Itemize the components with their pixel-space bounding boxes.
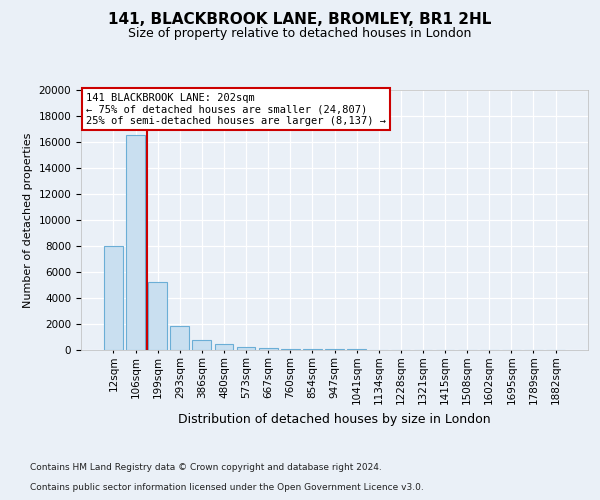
Bar bbox=[148, 282, 167, 350]
Bar bbox=[281, 348, 299, 350]
X-axis label: Distribution of detached houses by size in London: Distribution of detached houses by size … bbox=[178, 412, 491, 426]
Bar bbox=[215, 344, 233, 350]
Bar bbox=[193, 340, 211, 350]
Y-axis label: Number of detached properties: Number of detached properties bbox=[23, 132, 33, 308]
Text: Contains public sector information licensed under the Open Government Licence v3: Contains public sector information licen… bbox=[30, 484, 424, 492]
Bar bbox=[126, 136, 145, 350]
Bar bbox=[259, 348, 278, 350]
Text: 141 BLACKBROOK LANE: 202sqm
← 75% of detached houses are smaller (24,807)
25% of: 141 BLACKBROOK LANE: 202sqm ← 75% of det… bbox=[86, 92, 386, 126]
Text: 141, BLACKBROOK LANE, BROMLEY, BR1 2HL: 141, BLACKBROOK LANE, BROMLEY, BR1 2HL bbox=[109, 12, 491, 28]
Bar bbox=[104, 246, 123, 350]
Bar bbox=[236, 347, 256, 350]
Bar bbox=[170, 326, 189, 350]
Text: Size of property relative to detached houses in London: Size of property relative to detached ho… bbox=[128, 28, 472, 40]
Bar bbox=[303, 349, 322, 350]
Text: Contains HM Land Registry data © Crown copyright and database right 2024.: Contains HM Land Registry data © Crown c… bbox=[30, 464, 382, 472]
